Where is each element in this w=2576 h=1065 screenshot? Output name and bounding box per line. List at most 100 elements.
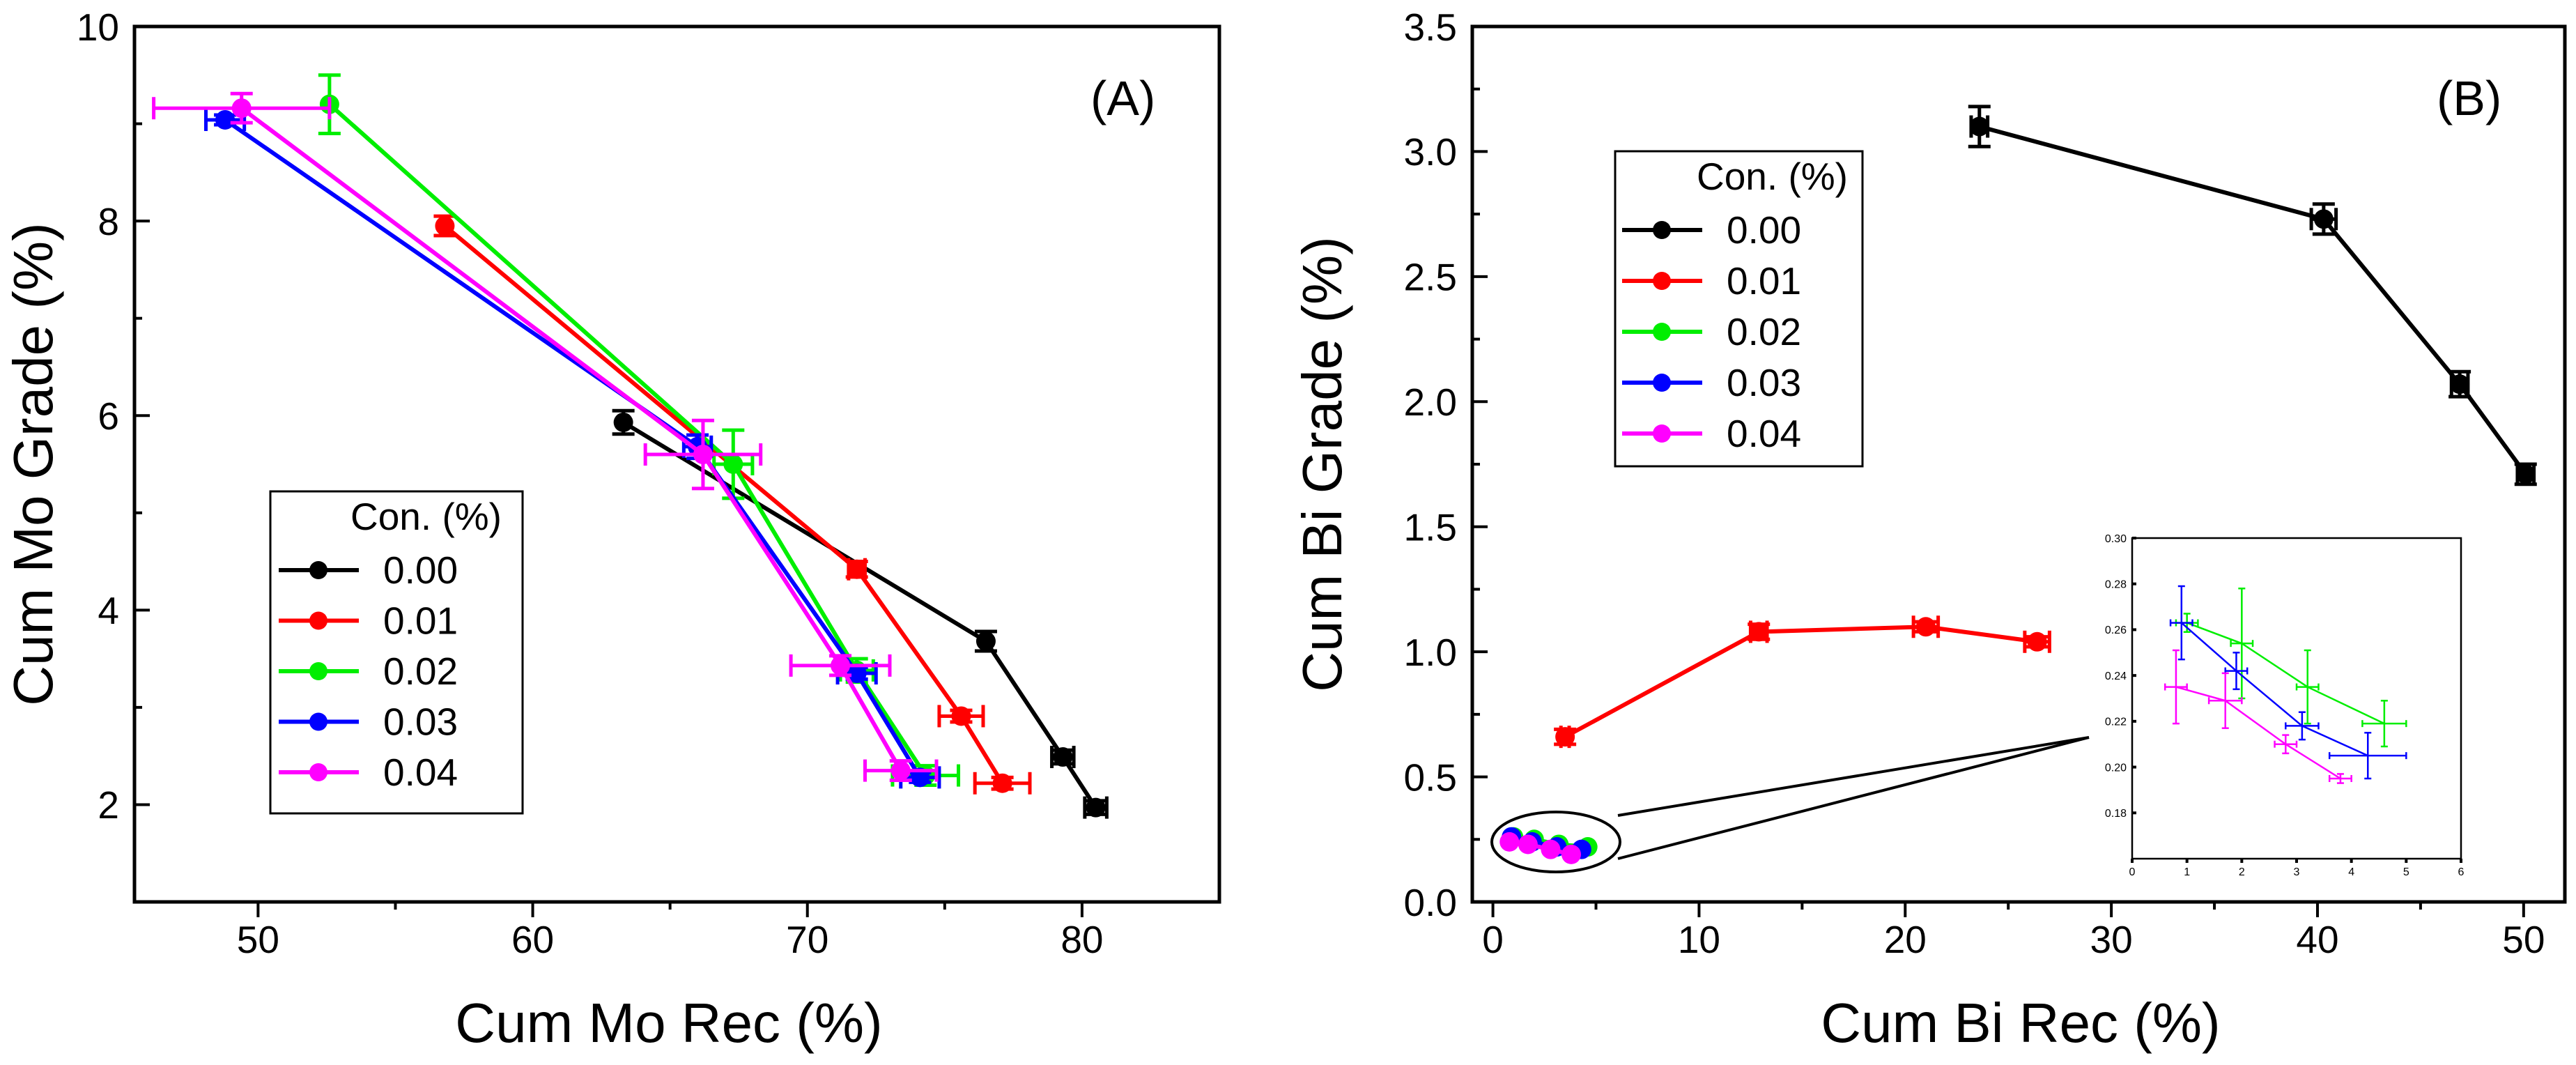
inset-plot-frame — [2131, 537, 2462, 860]
panel-a-ticks: 50 60 70 80 2 4 6 8 10 — [77, 6, 1104, 961]
data-point — [2313, 209, 2334, 229]
legend-label: 0.00 — [383, 549, 458, 592]
legend-label: 0.02 — [383, 650, 458, 693]
data-point — [1561, 844, 1582, 864]
legend-marker — [309, 712, 327, 731]
data-point — [613, 412, 633, 432]
data-point — [435, 216, 455, 236]
panel-b-series-group — [1499, 105, 2537, 864]
data-point — [831, 655, 851, 675]
y-tick-label: 0.20 — [2105, 762, 2127, 774]
series-0-02 — [2175, 588, 2407, 748]
x-tick-label: 30 — [2090, 918, 2133, 961]
legend-label: 0.01 — [383, 599, 458, 643]
panel-b-label: (B) — [2437, 71, 2501, 125]
data-point — [890, 760, 911, 781]
y-tick-label: 8 — [98, 200, 119, 243]
data-point — [1555, 727, 1575, 747]
legend-label: 0.00 — [1727, 208, 1801, 252]
legend-marker — [1653, 424, 1671, 443]
series-line — [2186, 622, 2385, 725]
legend-label: 0.03 — [383, 700, 458, 744]
series-line — [224, 118, 922, 779]
data-point — [847, 664, 867, 684]
data-point — [231, 98, 252, 118]
data-point — [215, 109, 236, 130]
series-line — [1564, 625, 2038, 739]
series-0-00 — [1968, 105, 2537, 486]
x-tick-label: 50 — [2502, 918, 2545, 961]
series-line — [443, 224, 1005, 785]
panel-a-legend-title: Con. (%) — [350, 495, 502, 538]
data-point — [1749, 622, 1769, 642]
data-point — [910, 767, 930, 788]
legend-label: 0.03 — [1727, 361, 1801, 404]
data-point — [951, 706, 971, 726]
panel-a-y-axis-label: Cum Mo Grade (%) — [2, 222, 64, 705]
series-0-01 — [1554, 615, 2051, 749]
panel-a-label: (A) — [1090, 71, 1155, 125]
panel-a: 50 60 70 80 2 4 6 8 10 (A) Cum Mo Rec (%) Cum Mo… — [2, 6, 1221, 1054]
series-0-03 — [2169, 585, 2407, 780]
x-tick-label: 50 — [237, 918, 279, 961]
x-tick-label: 0 — [1482, 918, 1504, 961]
data-point — [2027, 631, 2047, 652]
panel-b-legend-box — [1614, 150, 1864, 468]
legend-marker — [309, 662, 327, 680]
x-tick-label: 0 — [2129, 866, 2136, 878]
y-tick-label: 2.5 — [1404, 256, 1457, 299]
y-tick-label: 10 — [77, 6, 119, 49]
y-tick-label: 0.22 — [2105, 717, 2127, 728]
panel-b-x-axis-label: Cum Bi Rec (%) — [1821, 992, 2220, 1054]
inset-series-group — [2164, 585, 2407, 784]
x-tick-label: 70 — [786, 918, 828, 961]
y-tick-label: 0.5 — [1404, 756, 1457, 799]
legend-marker — [309, 763, 327, 781]
y-tick-label: 3.5 — [1404, 6, 1457, 49]
legend-marker — [1653, 374, 1671, 392]
data-point — [723, 454, 743, 474]
y-tick-label: 2.0 — [1404, 381, 1457, 424]
panel-a-legend-items: 0.00 0.01 0.02 0.03 0.04 — [279, 549, 458, 794]
y-tick-label: 0.24 — [2105, 671, 2127, 682]
series-line — [2175, 686, 2341, 780]
y-tick-label: 3.0 — [1404, 130, 1457, 174]
x-tick-label: 20 — [1884, 918, 1927, 961]
panel-b-legend-title: Con. (%) — [1697, 155, 1848, 198]
data-point — [1499, 832, 1520, 852]
panel-a-plot-frame — [132, 24, 1221, 904]
x-tick-label: 1 — [2184, 866, 2190, 878]
data-point — [992, 773, 1012, 793]
y-tick-label: 0.26 — [2105, 625, 2127, 636]
data-point — [693, 445, 713, 465]
inset-chart: 0 1 2 3 4 5 6 0.18 0.20 0.22 0.24 0.26 0.28 0.30 — [2105, 533, 2465, 878]
legend-marker — [1653, 272, 1671, 290]
series-line — [327, 102, 927, 777]
legend-label: 0.04 — [383, 751, 458, 794]
x-tick-label: 60 — [511, 918, 554, 961]
data-point — [1969, 116, 1989, 137]
panel-a-legend-box — [269, 490, 524, 815]
legend-marker — [309, 561, 327, 579]
x-tick-label: 3 — [2294, 866, 2300, 878]
y-tick-label: 0.30 — [2105, 533, 2127, 545]
panel-a-series-group — [152, 73, 1109, 819]
panel-b-legend-items: 0.00 0.01 0.02 0.03 0.04 — [1622, 208, 1801, 455]
y-tick-label: 1.5 — [1404, 506, 1457, 549]
data-point — [1053, 747, 1073, 767]
series-0-04 — [1499, 832, 1582, 864]
data-point — [847, 559, 867, 579]
data-point — [1518, 834, 1538, 855]
data-point — [2450, 374, 2470, 394]
y-tick-label: 4 — [98, 589, 119, 632]
x-tick-label: 5 — [2403, 866, 2409, 878]
series-line — [2180, 622, 2368, 757]
inset-callout-ellipse — [1490, 811, 1621, 873]
panel-b-ticks: 0 10 20 30 40 500.00.51.01.52.02.53.03.5 — [1404, 6, 2545, 961]
data-point — [1541, 839, 1561, 859]
series-line — [240, 106, 903, 772]
legend-label: 0.04 — [1727, 412, 1801, 455]
panel-a-legend: Con. (%) 0.00 0.01 0.02 0.03 0.04 — [269, 490, 524, 815]
panel-b-y-axis-label: Cum Bi Grade (%) — [1291, 236, 1353, 691]
series-0-04 — [2164, 649, 2352, 784]
